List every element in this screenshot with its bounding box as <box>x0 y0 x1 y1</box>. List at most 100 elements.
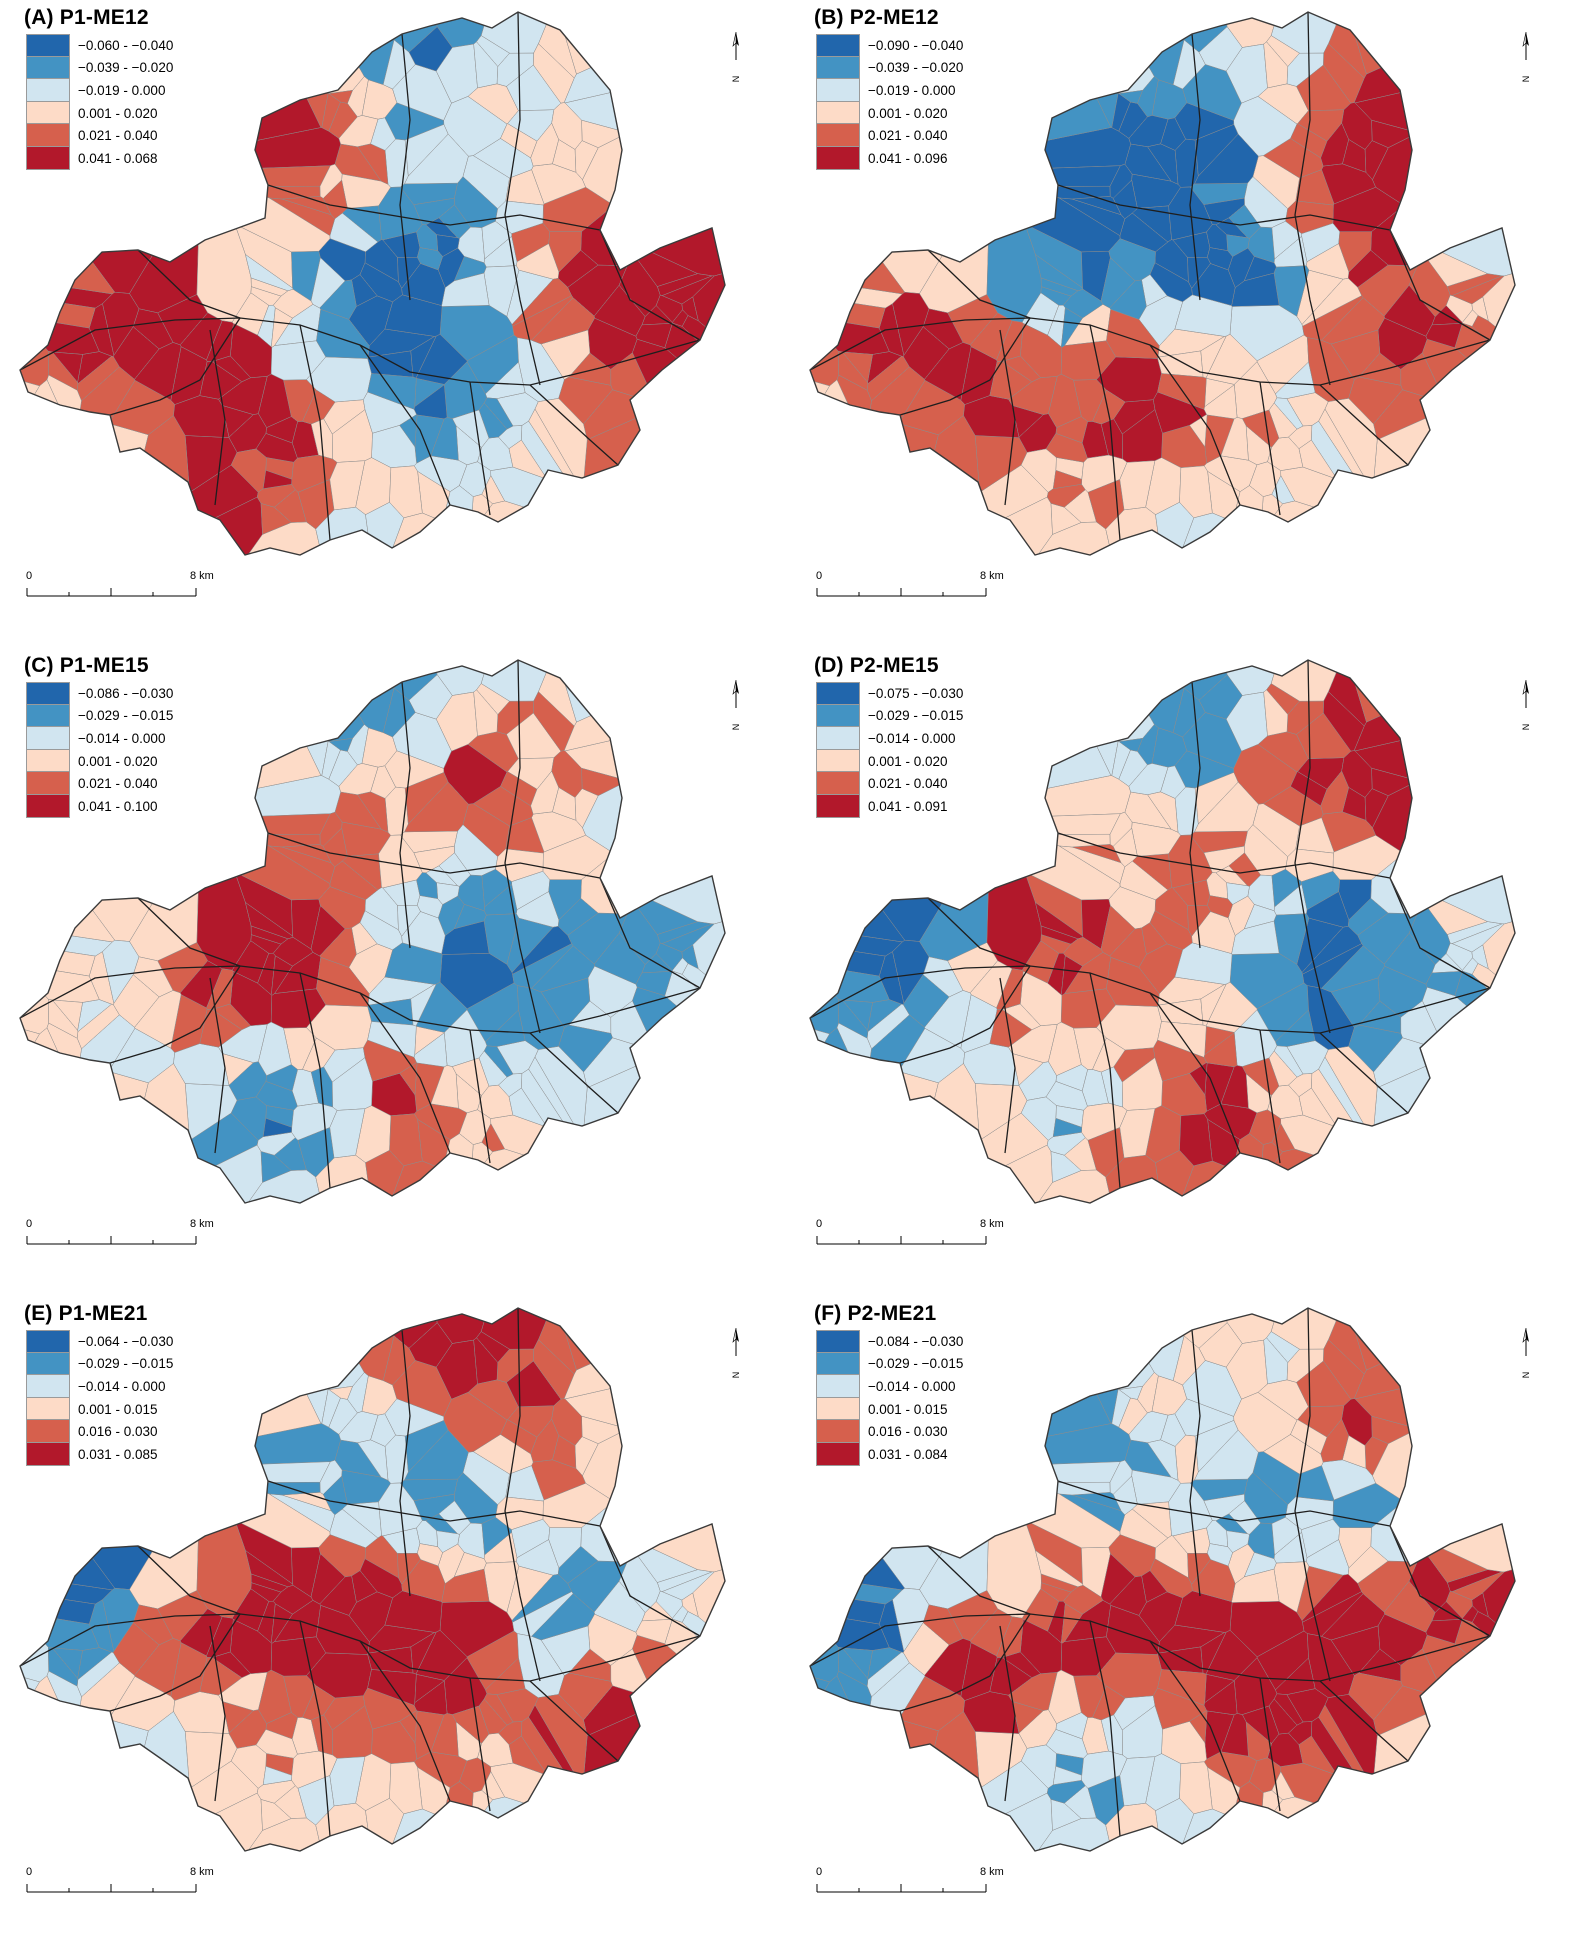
region-polygon <box>511 1574 572 1623</box>
region-polygon <box>582 1054 725 1203</box>
region-polygon <box>397 257 421 289</box>
region-polygon <box>20 1675 76 1851</box>
region-polygon <box>1301 1574 1362 1623</box>
region-polygon <box>218 1672 268 1711</box>
region-polygon <box>551 1398 583 1446</box>
region-polygon <box>841 999 873 1031</box>
region-polygon <box>1112 179 1138 220</box>
legend-label: −0.019 - 0.000 <box>78 82 166 98</box>
region-polygon <box>389 1113 423 1167</box>
legend-item: −0.090 - −0.040 <box>816 34 963 57</box>
district-boundary <box>1259 1677 1281 1812</box>
region-polygon <box>271 12 365 94</box>
region-polygon <box>129 178 201 314</box>
district-boundary <box>1057 832 1391 879</box>
region-polygon <box>554 660 725 723</box>
legend-label: 0.041 - 0.068 <box>78 150 158 166</box>
scale-bar: 0 8 km <box>816 1218 1004 1260</box>
legend-label: −0.064 - −0.030 <box>78 1333 174 1349</box>
district-boundary <box>109 965 241 1064</box>
region-polygon <box>981 813 1121 835</box>
legend-item: −0.060 - −0.040 <box>26 34 173 57</box>
region-polygon <box>1160 1413 1186 1447</box>
region-polygon <box>328 737 353 752</box>
legend-item: −0.014 - 0.000 <box>816 727 963 750</box>
panel-title: (C) P1-ME15 <box>24 654 149 677</box>
scale-bar: 0 8 km <box>26 1866 214 1908</box>
region-polygon <box>810 1027 866 1203</box>
city-outline <box>809 659 1516 1204</box>
region-polygon <box>473 1337 499 1385</box>
legend-label: −0.029 - −0.015 <box>868 708 964 724</box>
district-boundary <box>1294 660 1331 1034</box>
region-polygon <box>20 1670 40 1750</box>
legend-item: 0.021 - 0.040 <box>26 124 173 147</box>
region-polygon <box>483 1693 514 1726</box>
region-polygon <box>262 469 293 489</box>
river-boundary <box>810 1613 1491 1682</box>
legend-label: −0.029 - −0.015 <box>78 708 174 724</box>
region-polygon <box>481 869 512 908</box>
region-polygon <box>302 1685 336 1721</box>
legend-label: 0.001 - 0.020 <box>78 105 158 121</box>
district-boundary <box>504 1308 541 1682</box>
region-polygon <box>1324 1694 1378 1789</box>
region-polygon <box>1372 1702 1515 1851</box>
region-polygon <box>1046 484 1086 508</box>
region-polygon <box>635 323 673 349</box>
legend-item: −0.029 - −0.015 <box>816 704 964 728</box>
region-polygon <box>1454 970 1515 1079</box>
region-polygon <box>1233 1392 1298 1453</box>
region-polygon <box>1194 781 1259 833</box>
region-polygon <box>1008 376 1058 415</box>
legend-item: −0.039 - −0.020 <box>816 56 963 80</box>
region-polygon <box>1187 257 1211 289</box>
district-boundary <box>1189 33 1201 301</box>
region-polygon <box>316 308 370 359</box>
district-boundary <box>1389 1525 1491 1637</box>
legend-swatch <box>26 1442 70 1466</box>
region-polygon <box>1233 96 1298 157</box>
region-polygon <box>413 1032 448 1068</box>
city-outline <box>19 11 726 556</box>
legend: −0.086 - −0.030 −0.029 - −0.015 −0.014 - 0… <box>26 682 173 818</box>
map-panel-c: (C) P1-ME15 −0.086 - −0.030 −0.029 - −0.01… <box>0 648 780 1278</box>
region-polygon <box>196 183 252 323</box>
legend-label: 0.021 - 0.040 <box>78 128 158 144</box>
district-boundary <box>299 1620 331 1837</box>
district-boundaries <box>810 12 1491 541</box>
district-boundary <box>529 384 619 466</box>
region-polygon <box>1157 373 1207 410</box>
legend-label: 0.016 - 0.030 <box>868 1424 948 1440</box>
legend-item: 0.001 - 0.020 <box>26 101 173 125</box>
legend-swatch <box>816 727 860 750</box>
region-polygon <box>258 1021 292 1076</box>
legend-label: −0.029 - −0.015 <box>78 1356 174 1372</box>
region-polygon <box>582 406 725 555</box>
legend-item: 0.021 - 0.040 <box>26 772 173 795</box>
region-polygon <box>410 983 437 1027</box>
region-polygon <box>382 687 416 738</box>
region-polygon <box>196 1479 252 1619</box>
region-polygon <box>1106 956 1160 1007</box>
scale-zero-label: 0 <box>816 570 823 582</box>
district-boundary <box>137 897 241 967</box>
district-boundary <box>599 1525 701 1637</box>
north-label: N <box>731 724 741 731</box>
region-polygon <box>20 423 149 555</box>
region-polygon <box>554 12 725 75</box>
legend-label: −0.084 - −0.030 <box>868 1333 964 1349</box>
region-polygon <box>1341 1398 1373 1446</box>
legend-item: −0.029 - −0.015 <box>26 704 174 728</box>
legend-swatch <box>816 794 860 818</box>
region-polygon <box>1228 204 1261 239</box>
scale-bar-graphic <box>26 1236 197 1245</box>
region-polygon <box>1106 1604 1160 1655</box>
north-arrow-icon: N <box>731 1328 741 1378</box>
legend-swatch <box>816 1420 860 1443</box>
region-polygon <box>1157 1021 1207 1058</box>
legend-item: 0.041 - 0.091 <box>816 794 963 818</box>
region-polygon <box>1118 89 1143 104</box>
legend-swatch <box>26 34 70 57</box>
district-boundary <box>1057 184 1391 231</box>
